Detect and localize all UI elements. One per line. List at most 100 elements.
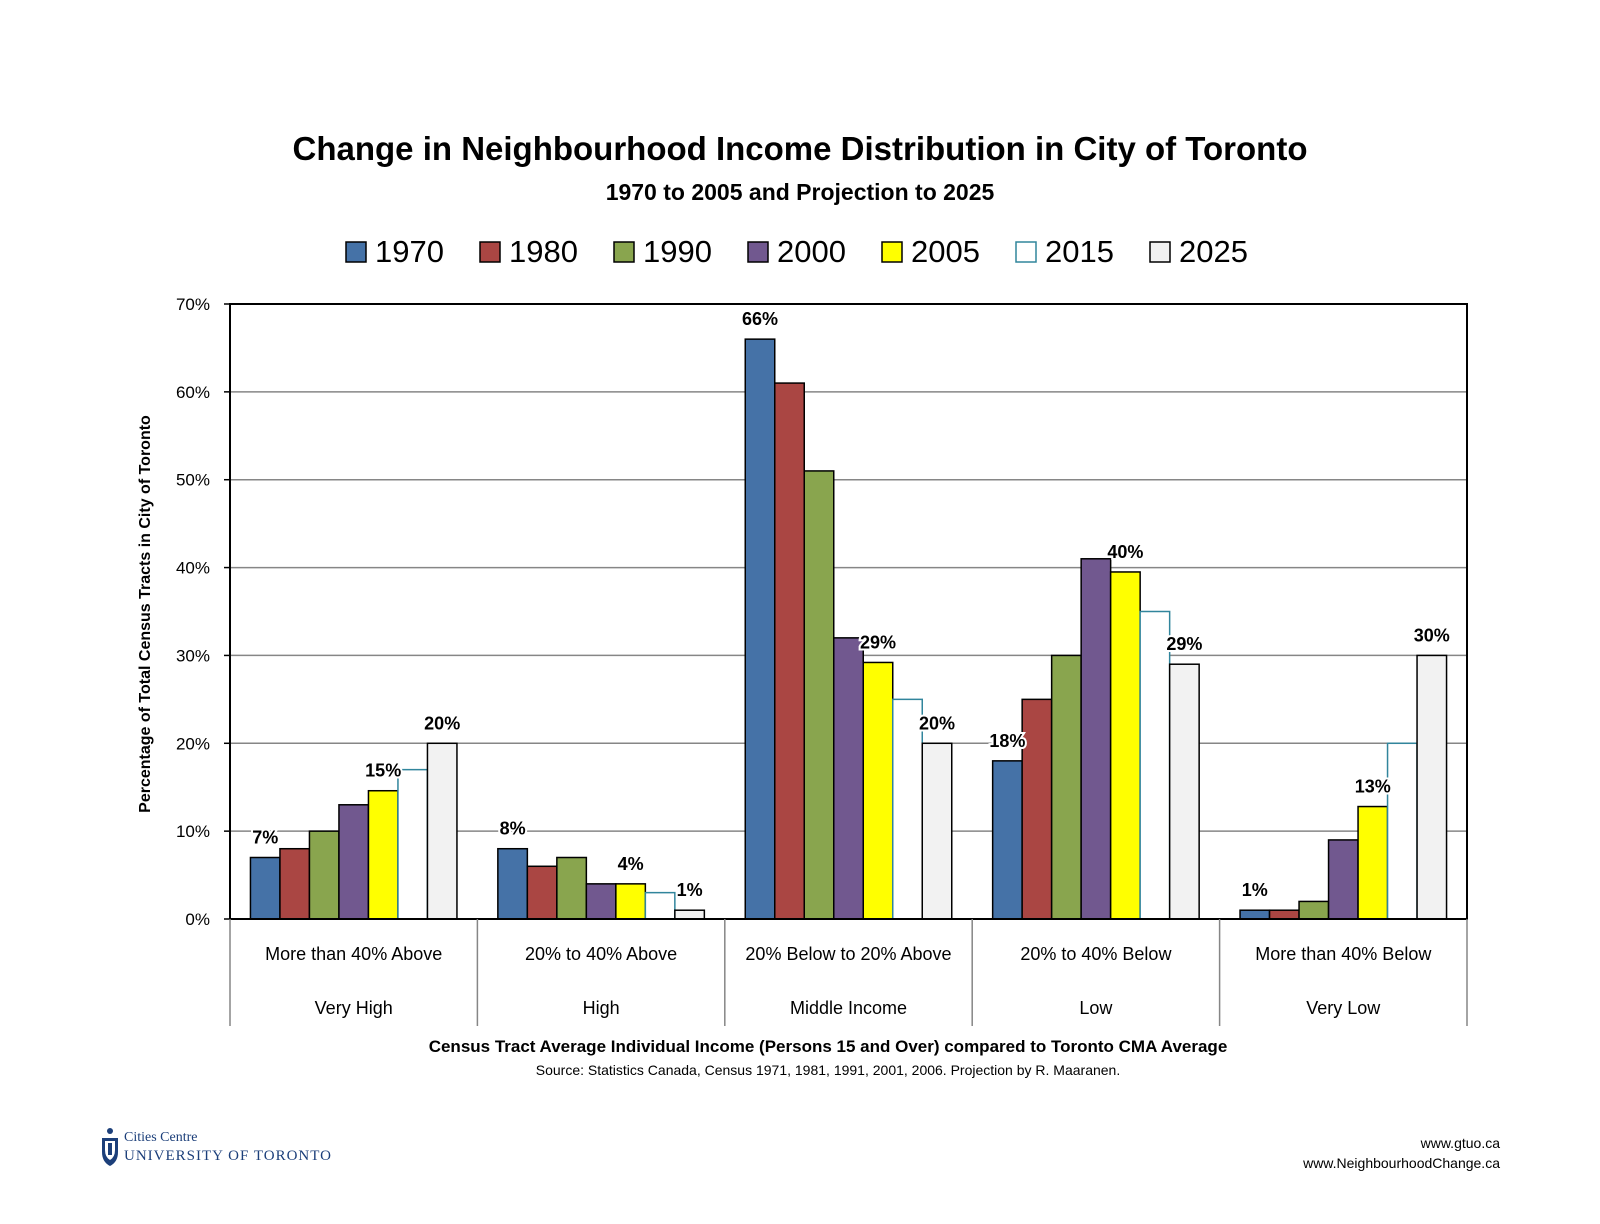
x-category-label: 20% Below to 20% Above xyxy=(745,944,951,964)
bar xyxy=(991,760,1023,920)
data-label: 66% xyxy=(742,309,778,329)
bar xyxy=(1239,909,1271,920)
legend-label: 1990 xyxy=(643,234,712,269)
bar xyxy=(615,883,647,920)
bar xyxy=(744,338,776,920)
bar xyxy=(1357,805,1389,920)
bar xyxy=(1109,571,1141,920)
x-axis-label: Census Tract Average Individual Income (… xyxy=(429,1037,1228,1056)
bar xyxy=(585,883,617,920)
data-label: 30% xyxy=(1414,625,1450,645)
legend-label: 1980 xyxy=(509,234,578,269)
data-label: 8% xyxy=(500,819,526,839)
data-label: 7% xyxy=(252,828,278,848)
bar xyxy=(1327,839,1359,920)
bar xyxy=(803,470,835,920)
bar xyxy=(644,891,676,920)
footer-links: www.gtuo.ca www.NeighbourhoodChange.ca xyxy=(1303,1133,1500,1173)
bar xyxy=(1080,558,1112,920)
y-tick-label: 50% xyxy=(176,471,210,490)
footer-url-neighbourhoodchange[interactable]: www.NeighbourhoodChange.ca xyxy=(1303,1155,1500,1171)
bar xyxy=(1416,654,1448,920)
x-group-label: Low xyxy=(1079,998,1113,1018)
bar xyxy=(892,698,923,920)
org-name-line1: Cities Centre xyxy=(124,1130,198,1145)
legend-label: 2015 xyxy=(1045,234,1114,269)
legend-label: 2025 xyxy=(1179,234,1248,269)
legend-label: 2000 xyxy=(777,234,846,269)
data-label: 15% xyxy=(365,761,401,781)
y-tick-label: 60% xyxy=(176,383,210,402)
data-label: 4% xyxy=(618,854,644,874)
plot-border xyxy=(229,303,1468,920)
bar xyxy=(1168,663,1200,920)
legend-swatch xyxy=(747,241,769,263)
bar xyxy=(674,909,706,920)
legend-swatch xyxy=(613,241,635,263)
bar xyxy=(338,804,370,920)
x-group-label: High xyxy=(583,998,620,1018)
legend-label: 2005 xyxy=(911,234,980,269)
legend-label: 1970 xyxy=(375,234,444,269)
bar xyxy=(1139,610,1171,920)
bar xyxy=(367,789,399,920)
source-note: Source: Statistics Canada, Census 1971, … xyxy=(536,1062,1120,1078)
y-tick-label: 10% xyxy=(176,822,210,841)
chart-title: Change in Neighbourhood Income Distribut… xyxy=(293,130,1308,167)
bar xyxy=(249,856,281,920)
bar xyxy=(1268,909,1300,920)
data-label: 29% xyxy=(1166,634,1202,654)
bar xyxy=(308,830,340,920)
y-tick-label: 70% xyxy=(176,295,210,314)
data-label: 20% xyxy=(919,713,955,733)
bar xyxy=(556,856,588,920)
legend-swatch xyxy=(345,241,367,263)
bar xyxy=(921,742,953,920)
data-label: 13% xyxy=(1355,777,1391,797)
y-axis: 0% 10% 20% 30% 40% 50% 60% 70% xyxy=(176,295,230,929)
chart-plot-area xyxy=(229,303,1468,920)
chart-legend: 1970 1980 1990 2000 2005 2015 2025 xyxy=(345,234,1248,269)
chart-data-labels: 7% 15% 20% 8% 4% 1% 66% 29% 20% 18% 40% 29% 1% 13% 30% xyxy=(250,307,1452,902)
legend-swatch xyxy=(881,241,903,263)
x-category-label: 20% to 40% Above xyxy=(525,944,677,964)
data-label: 20% xyxy=(424,713,460,733)
bar xyxy=(774,382,805,920)
y-tick-label: 20% xyxy=(176,734,210,753)
x-axis: More than 40% Above Very High 20% to 40% A… xyxy=(229,919,1468,1026)
university-logo: Cities Centre UNIVERSITY OF TORONTO xyxy=(100,1126,360,1186)
chart-subtitle: 1970 to 2005 and Projection to 2025 xyxy=(606,179,995,205)
data-label: 1% xyxy=(677,880,703,900)
data-label: 18% xyxy=(989,731,1025,751)
y-tick-label: 30% xyxy=(176,646,210,665)
x-category-label: More than 40% Above xyxy=(265,944,442,964)
data-label: 40% xyxy=(1107,542,1143,562)
data-label: 29% xyxy=(860,632,896,652)
org-name-line2: UNIVERSITY OF TORONTO xyxy=(124,1148,332,1164)
y-tick-label: 40% xyxy=(176,559,210,578)
bar xyxy=(862,661,894,920)
x-category-label: 20% to 40% Below xyxy=(1020,944,1172,964)
legend-swatch xyxy=(1149,241,1171,263)
bar xyxy=(1298,900,1330,920)
legend-swatch xyxy=(1015,241,1037,263)
chart-bars xyxy=(249,338,1448,920)
data-label: 1% xyxy=(1242,880,1268,900)
x-group-label: Very High xyxy=(315,998,393,1018)
x-group-label: Middle Income xyxy=(790,998,907,1018)
bar xyxy=(1050,654,1082,920)
footer-url-gtuo[interactable]: www.gtuo.ca xyxy=(1420,1135,1500,1151)
bar xyxy=(426,742,458,920)
y-tick-label: 0% xyxy=(185,910,210,929)
bar xyxy=(397,768,429,920)
legend-swatch xyxy=(479,241,501,263)
bar xyxy=(279,847,311,920)
x-group-label: Very Low xyxy=(1306,998,1381,1018)
crest-icon xyxy=(102,1128,118,1166)
bar xyxy=(833,637,864,920)
bar xyxy=(1386,742,1418,920)
y-axis-label: Percentage of Total Census Tracts in Cit… xyxy=(137,415,154,813)
bar xyxy=(1021,698,1053,920)
bar xyxy=(526,865,558,920)
